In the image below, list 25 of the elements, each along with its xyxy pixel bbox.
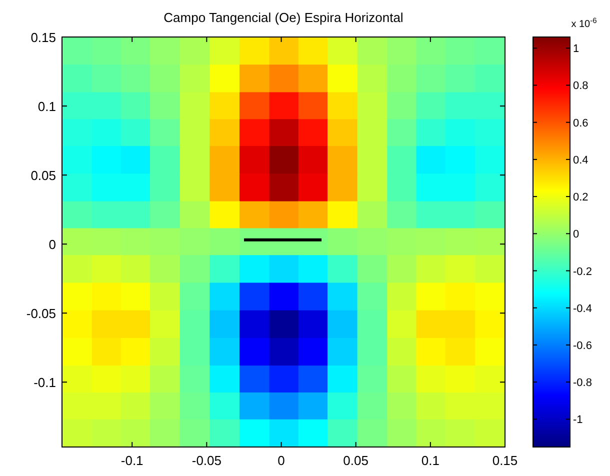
color-bar-label: -1: [573, 414, 583, 426]
color-bar-label: 1: [573, 43, 580, 56]
x-tick-label: 0.05: [343, 453, 368, 468]
color-bar-label: 0: [573, 228, 580, 241]
chart-title: Campo Tangencial (Oe) Espira Horizontal: [164, 10, 404, 25]
x-tick-label: 0.1: [421, 453, 440, 468]
color-bar-label: 0.2: [573, 192, 588, 204]
y-tick-label: -0.05: [26, 306, 56, 322]
x-tick-label: 0.15: [492, 453, 518, 468]
x-tick-label: 0: [278, 453, 285, 468]
color-bar-label: -0.6: [573, 340, 592, 352]
color-bar-label: 0.6: [573, 117, 588, 130]
x-tick-label: -0.05: [192, 453, 222, 468]
y-tick-label: 0.1: [38, 99, 56, 114]
x-tick-label: -0.1: [120, 453, 144, 468]
y-tick-label: 0: [48, 237, 56, 252]
color-bar-label: 0.8: [573, 80, 588, 92]
color-bar-label: 0.4: [573, 154, 588, 166]
color-bar-label: -0.8: [573, 377, 592, 390]
color-bar-label: -0.4: [573, 302, 592, 315]
y-tick-label: 0.15: [30, 30, 56, 45]
y-tick-label: -0.1: [34, 375, 56, 390]
y-tick-label: 0.05: [30, 168, 56, 184]
color-bar-title: x 10$^{-6}$: [571, 16, 597, 30]
color-bar-label: -0.2: [573, 266, 592, 278]
